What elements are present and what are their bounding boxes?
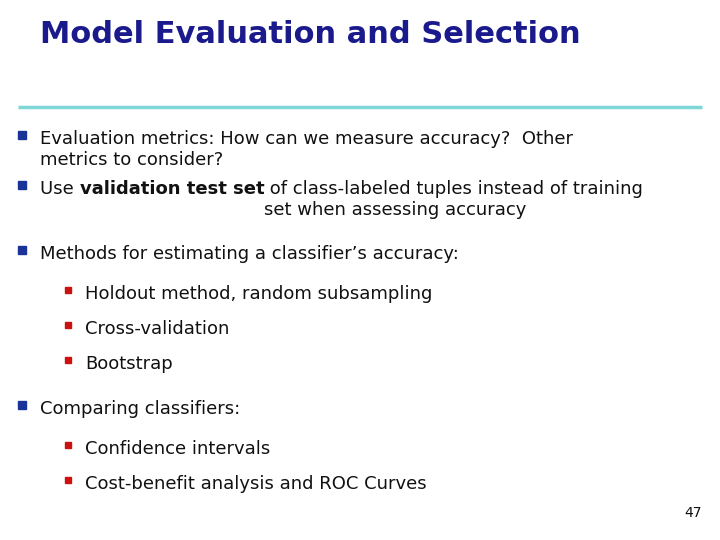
Text: Bootstrap: Bootstrap [85, 355, 173, 373]
Text: Cross-validation: Cross-validation [85, 320, 230, 338]
Text: Comparing classifiers:: Comparing classifiers: [40, 400, 240, 418]
Text: Evaluation metrics: How can we measure accuracy?  Other
metrics to consider?: Evaluation metrics: How can we measure a… [40, 130, 573, 169]
Text: Model Evaluation and Selection: Model Evaluation and Selection [40, 20, 580, 49]
Text: of class-labeled tuples instead of training
set when assessing accuracy: of class-labeled tuples instead of train… [264, 180, 643, 219]
Text: Holdout method, random subsampling: Holdout method, random subsampling [85, 285, 433, 303]
Text: Methods for estimating a classifier’s accuracy:: Methods for estimating a classifier’s ac… [40, 245, 459, 263]
Text: validation test set: validation test set [79, 180, 264, 198]
Text: Cost-benefit analysis and ROC Curves: Cost-benefit analysis and ROC Curves [85, 475, 427, 493]
Text: Confidence intervals: Confidence intervals [85, 440, 270, 458]
Text: 47: 47 [685, 506, 702, 520]
Text: Use: Use [40, 180, 79, 198]
